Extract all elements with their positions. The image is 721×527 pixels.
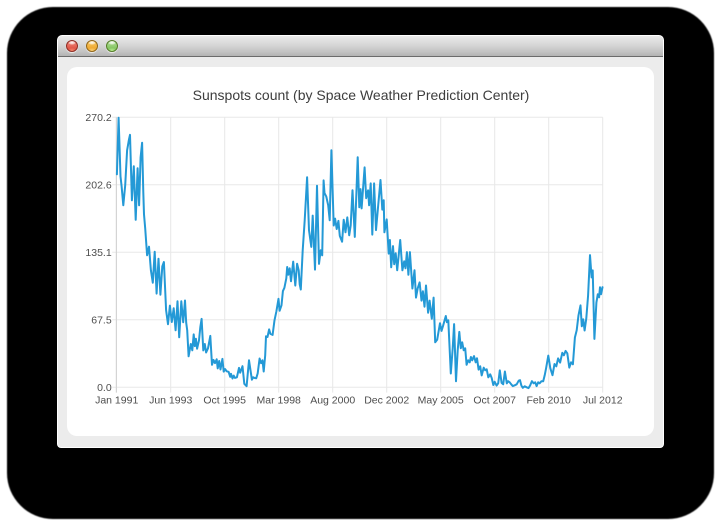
svg-text:Jan 1991: Jan 1991 bbox=[95, 394, 138, 406]
svg-text:202.6: 202.6 bbox=[86, 179, 112, 191]
svg-text:Dec 2002: Dec 2002 bbox=[365, 394, 410, 406]
svg-text:Jun 1993: Jun 1993 bbox=[149, 394, 192, 406]
svg-text:Aug 2000: Aug 2000 bbox=[311, 394, 356, 406]
svg-text:Jul 2012: Jul 2012 bbox=[583, 394, 623, 406]
svg-text:0.0: 0.0 bbox=[97, 382, 112, 394]
svg-text:Oct 1995: Oct 1995 bbox=[204, 394, 247, 406]
svg-text:135.1: 135.1 bbox=[86, 247, 112, 259]
svg-text:270.2: 270.2 bbox=[86, 112, 112, 124]
svg-text:Sunspots count (by Space Weath: Sunspots count (by Space Weather Predict… bbox=[193, 87, 530, 103]
svg-text:Feb 2010: Feb 2010 bbox=[527, 394, 572, 406]
svg-text:67.5: 67.5 bbox=[92, 314, 113, 326]
svg-text:Mar 1998: Mar 1998 bbox=[257, 394, 302, 406]
svg-text:May 2005: May 2005 bbox=[418, 394, 464, 406]
svg-text:Oct 2007: Oct 2007 bbox=[474, 394, 517, 406]
